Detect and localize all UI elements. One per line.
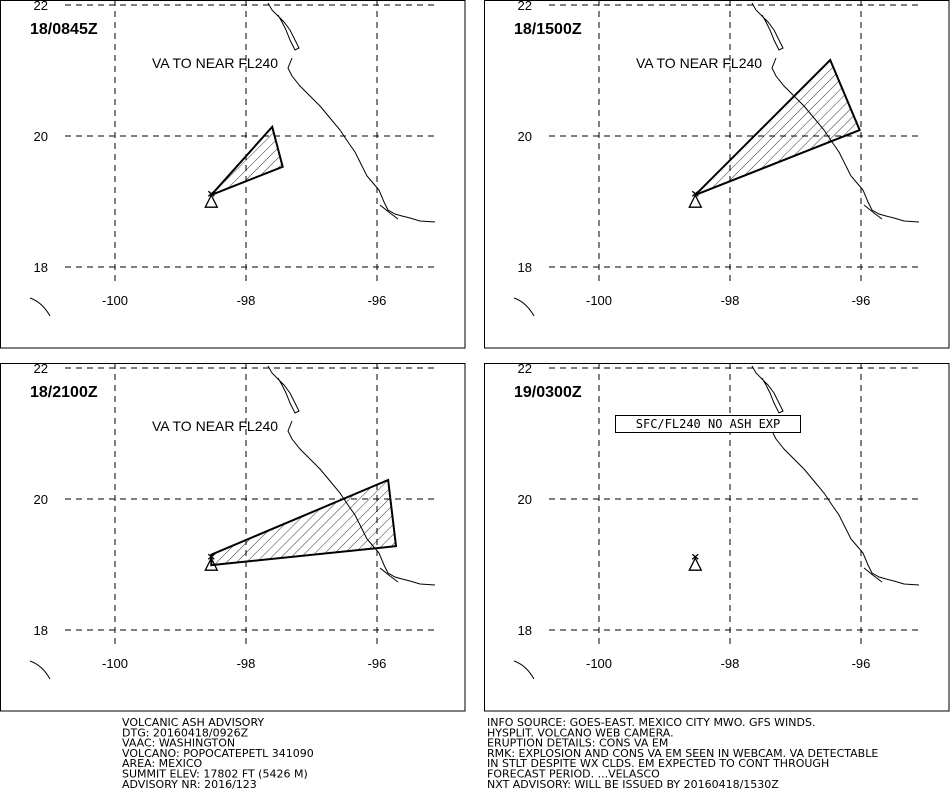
panel-content (513, 0, 921, 317)
advisory-line: VAAC: WASHINGTON (122, 737, 235, 750)
lat-label: 22 (34, 0, 48, 13)
lat-label: 20 (34, 492, 48, 507)
advisory-line: AREA: MEXICO (122, 757, 203, 770)
forecast-label: VA TO NEAR FL240 (636, 55, 762, 71)
lat-label: 18 (518, 623, 532, 638)
map-panel: 22 20 18 -100 -98 -96 18/2100Z VA TO NEAR FL240 (0, 361, 466, 712)
lon-label: -96 (368, 293, 387, 308)
lat-label: 22 (518, 361, 532, 376)
panel-content (513, 363, 921, 680)
panels: 22 20 18 -100 -98 -96 18/0845Z VA TO NEAR FL240… (0, 0, 950, 712)
map-panel: 22 20 18 -100 -98 -96 19/0300Z SFC/FL240 NO ASH… (484, 361, 950, 712)
advisory-line: HYSPLIT. VOLCANO WEB CAMERA. (487, 726, 674, 739)
map-panel: 22 20 18 -100 -98 -96 18/0845Z VA TO NEAR FL240 (0, 0, 466, 349)
lat-label: 22 (518, 0, 532, 13)
lon-label: -100 (102, 293, 128, 308)
advisory-line: ERUPTION DETAILS: CONS VA EM (487, 737, 668, 750)
forecast-label: VA TO NEAR FL240 (152, 55, 278, 71)
lat-label: 18 (34, 623, 48, 638)
lon-label: -100 (586, 656, 612, 671)
lon-label: -98 (721, 293, 740, 308)
valid-time: 18/1500Z (514, 21, 582, 38)
lon-label: -98 (237, 293, 256, 308)
lon-label: -100 (586, 293, 612, 308)
lon-label: -96 (852, 293, 871, 308)
volcano-marker (688, 190, 703, 208)
lat-label: 20 (518, 492, 532, 507)
forecast-label: VA TO NEAR FL240 (152, 418, 278, 434)
advisory-line: INFO SOURCE: GOES-EAST. MEXICO CITY MWO.… (487, 716, 815, 729)
lat-label: 20 (518, 129, 532, 144)
advisory-line: NXT ADVISORY: WILL BE ISSUED BY 20160418… (487, 778, 779, 791)
lat-label: 18 (518, 260, 532, 275)
label-box (615, 415, 801, 433)
lon-label: -98 (237, 656, 256, 671)
lon-label: -100 (102, 656, 128, 671)
valid-time: 18/0845Z (30, 21, 98, 38)
advisory-line: IN STLT DESPITE WX CLDS. EM EXPECTED TO … (487, 757, 829, 770)
lat-label: 20 (34, 129, 48, 144)
panel-content (29, 0, 437, 317)
volcano-marker (688, 553, 703, 571)
lat-label: 22 (34, 361, 48, 376)
ash-area (694, 58, 862, 196)
valid-time: 18/2100Z (30, 384, 98, 401)
ash-area (210, 478, 398, 567)
advisory-line: DTG: 20160418/0926Z (122, 726, 249, 739)
panel-content (29, 363, 437, 680)
advisory-line: FORECAST PERIOD. ...VELASCO (487, 768, 660, 781)
map-panel: 22 20 18 -100 -98 -96 18/1500Z VA TO NEAR FL240 (484, 0, 950, 349)
volcano-marker (204, 553, 219, 571)
valid-time: 19/0300Z (514, 384, 582, 401)
advisory-line: VOLCANIC ASH ADVISORY (122, 716, 264, 729)
ash-area (210, 124, 284, 196)
advisory-line: VOLCANO: POPOCATEPETL 341090 (122, 747, 314, 760)
lon-label: -96 (368, 656, 387, 671)
lon-label: -96 (852, 656, 871, 671)
lon-label: -98 (721, 656, 740, 671)
advisory-line: ADVISORY NR: 2016/123 (122, 778, 257, 791)
lat-label: 18 (34, 260, 48, 275)
volcano-marker (204, 190, 219, 208)
advisory-line: RMK: EXPLOSION AND CONS VA EM SEEN IN WE… (487, 747, 878, 760)
forecast-label: SFC/FL240 NO ASH EXP (636, 417, 781, 431)
advisory-line: SUMMIT ELEV: 17802 FT (5426 M) (122, 768, 308, 781)
